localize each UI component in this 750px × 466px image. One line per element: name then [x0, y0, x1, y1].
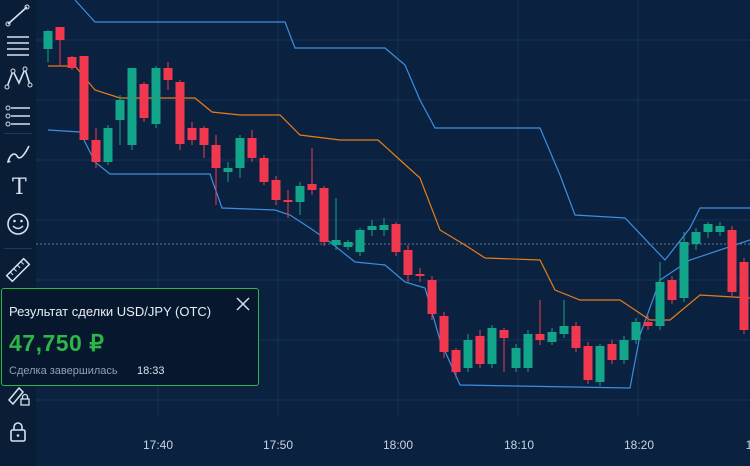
drawing-toolbar: T — [0, 0, 36, 466]
time-label: 18:20 — [623, 438, 655, 452]
candle-down — [163, 62, 173, 90]
time-label: 18:10 — [503, 438, 535, 452]
candle-up — [679, 232, 689, 302]
candle-up — [103, 125, 113, 165]
candle-down — [667, 276, 677, 304]
candle-down — [727, 226, 737, 296]
ruler-icon[interactable] — [3, 256, 33, 284]
candle-down — [139, 82, 149, 122]
candle-down — [535, 300, 545, 345]
fibonacci-icon[interactable] — [3, 102, 33, 130]
time-label: 17:50 — [262, 438, 294, 452]
candle-up — [355, 228, 365, 256]
candle-down — [187, 122, 197, 145]
time-label: 17:40 — [142, 438, 174, 452]
candle-up — [463, 334, 473, 372]
candle-down — [79, 56, 89, 140]
candle-up — [631, 318, 641, 344]
candle-down — [583, 342, 593, 384]
pattern-icon[interactable] — [3, 63, 33, 91]
candle-up — [691, 228, 701, 250]
candle-down — [739, 258, 749, 334]
candle-down — [199, 126, 209, 158]
horizontal-lines-icon[interactable] — [3, 30, 33, 58]
time-label: 18:00 — [382, 438, 414, 452]
candle-down — [439, 312, 449, 358]
payout-amount: 47,750 ₽ — [9, 330, 105, 356]
time-label: 1 — [745, 438, 750, 452]
notification-title: Результат сделки USD/JPY (OTC) — [9, 304, 212, 319]
candle-down — [391, 222, 401, 256]
candle-up — [559, 300, 569, 338]
candle-down — [403, 245, 413, 282]
candle-down — [259, 155, 269, 185]
candle-up — [235, 135, 245, 178]
candle-up — [367, 220, 377, 236]
candle-up — [43, 30, 53, 62]
line-tool-icon[interactable] — [3, 2, 33, 30]
candle-up — [127, 68, 137, 150]
candle-down — [67, 56, 77, 70]
candle-up — [703, 222, 713, 238]
candle-down — [175, 80, 185, 150]
lock-icon[interactable] — [3, 418, 33, 446]
candle-down — [211, 135, 221, 205]
candle-up — [343, 240, 353, 250]
candle-up — [115, 95, 125, 145]
candle-up — [547, 328, 557, 345]
candle-up — [655, 262, 665, 330]
candle-up — [487, 325, 497, 368]
candle-down — [607, 340, 617, 364]
candle-up — [379, 218, 389, 236]
candle-up — [331, 198, 341, 250]
brush-icon[interactable] — [3, 140, 33, 168]
emoji-icon[interactable] — [3, 210, 33, 238]
candle-up — [619, 336, 629, 364]
bollinger-lower-band — [47, 129, 750, 389]
candle-up — [151, 66, 161, 128]
candle-down — [571, 322, 581, 352]
candle-up — [523, 330, 533, 372]
candle-down — [499, 328, 509, 372]
candle-up — [223, 162, 233, 182]
candle-up — [511, 344, 521, 372]
candle-up — [595, 344, 605, 386]
candle-down — [283, 190, 293, 218]
trade-status: Сделка завершилась — [9, 365, 118, 377]
time-axis: 17:40 17:50 18:00 18:10 18:20 1 — [36, 416, 750, 466]
candle-up — [715, 222, 725, 236]
candles-layer — [43, 27, 749, 386]
candle-down — [451, 348, 461, 378]
candle-down — [247, 130, 257, 162]
trade-result-notification: Результат сделки USD/JPY (OTC) 47,750 ₽ … — [1, 288, 259, 386]
candle-up — [295, 182, 305, 215]
bollinger-upper-band — [74, 0, 750, 261]
candle-down — [91, 128, 101, 168]
candle-down — [475, 330, 485, 368]
text-tool-glyph: T — [12, 175, 27, 200]
candle-down — [427, 276, 437, 320]
close-icon[interactable] — [234, 295, 252, 313]
candle-down — [643, 316, 653, 330]
trade-time: 18:33 — [137, 365, 165, 377]
lock-drawing-icon[interactable] — [3, 380, 33, 408]
text-tool-icon[interactable]: T — [3, 174, 33, 202]
candle-down — [55, 27, 65, 66]
candle-down — [307, 148, 317, 195]
candle-down — [271, 176, 281, 205]
candle-down — [415, 268, 425, 282]
candle-down — [319, 186, 329, 246]
